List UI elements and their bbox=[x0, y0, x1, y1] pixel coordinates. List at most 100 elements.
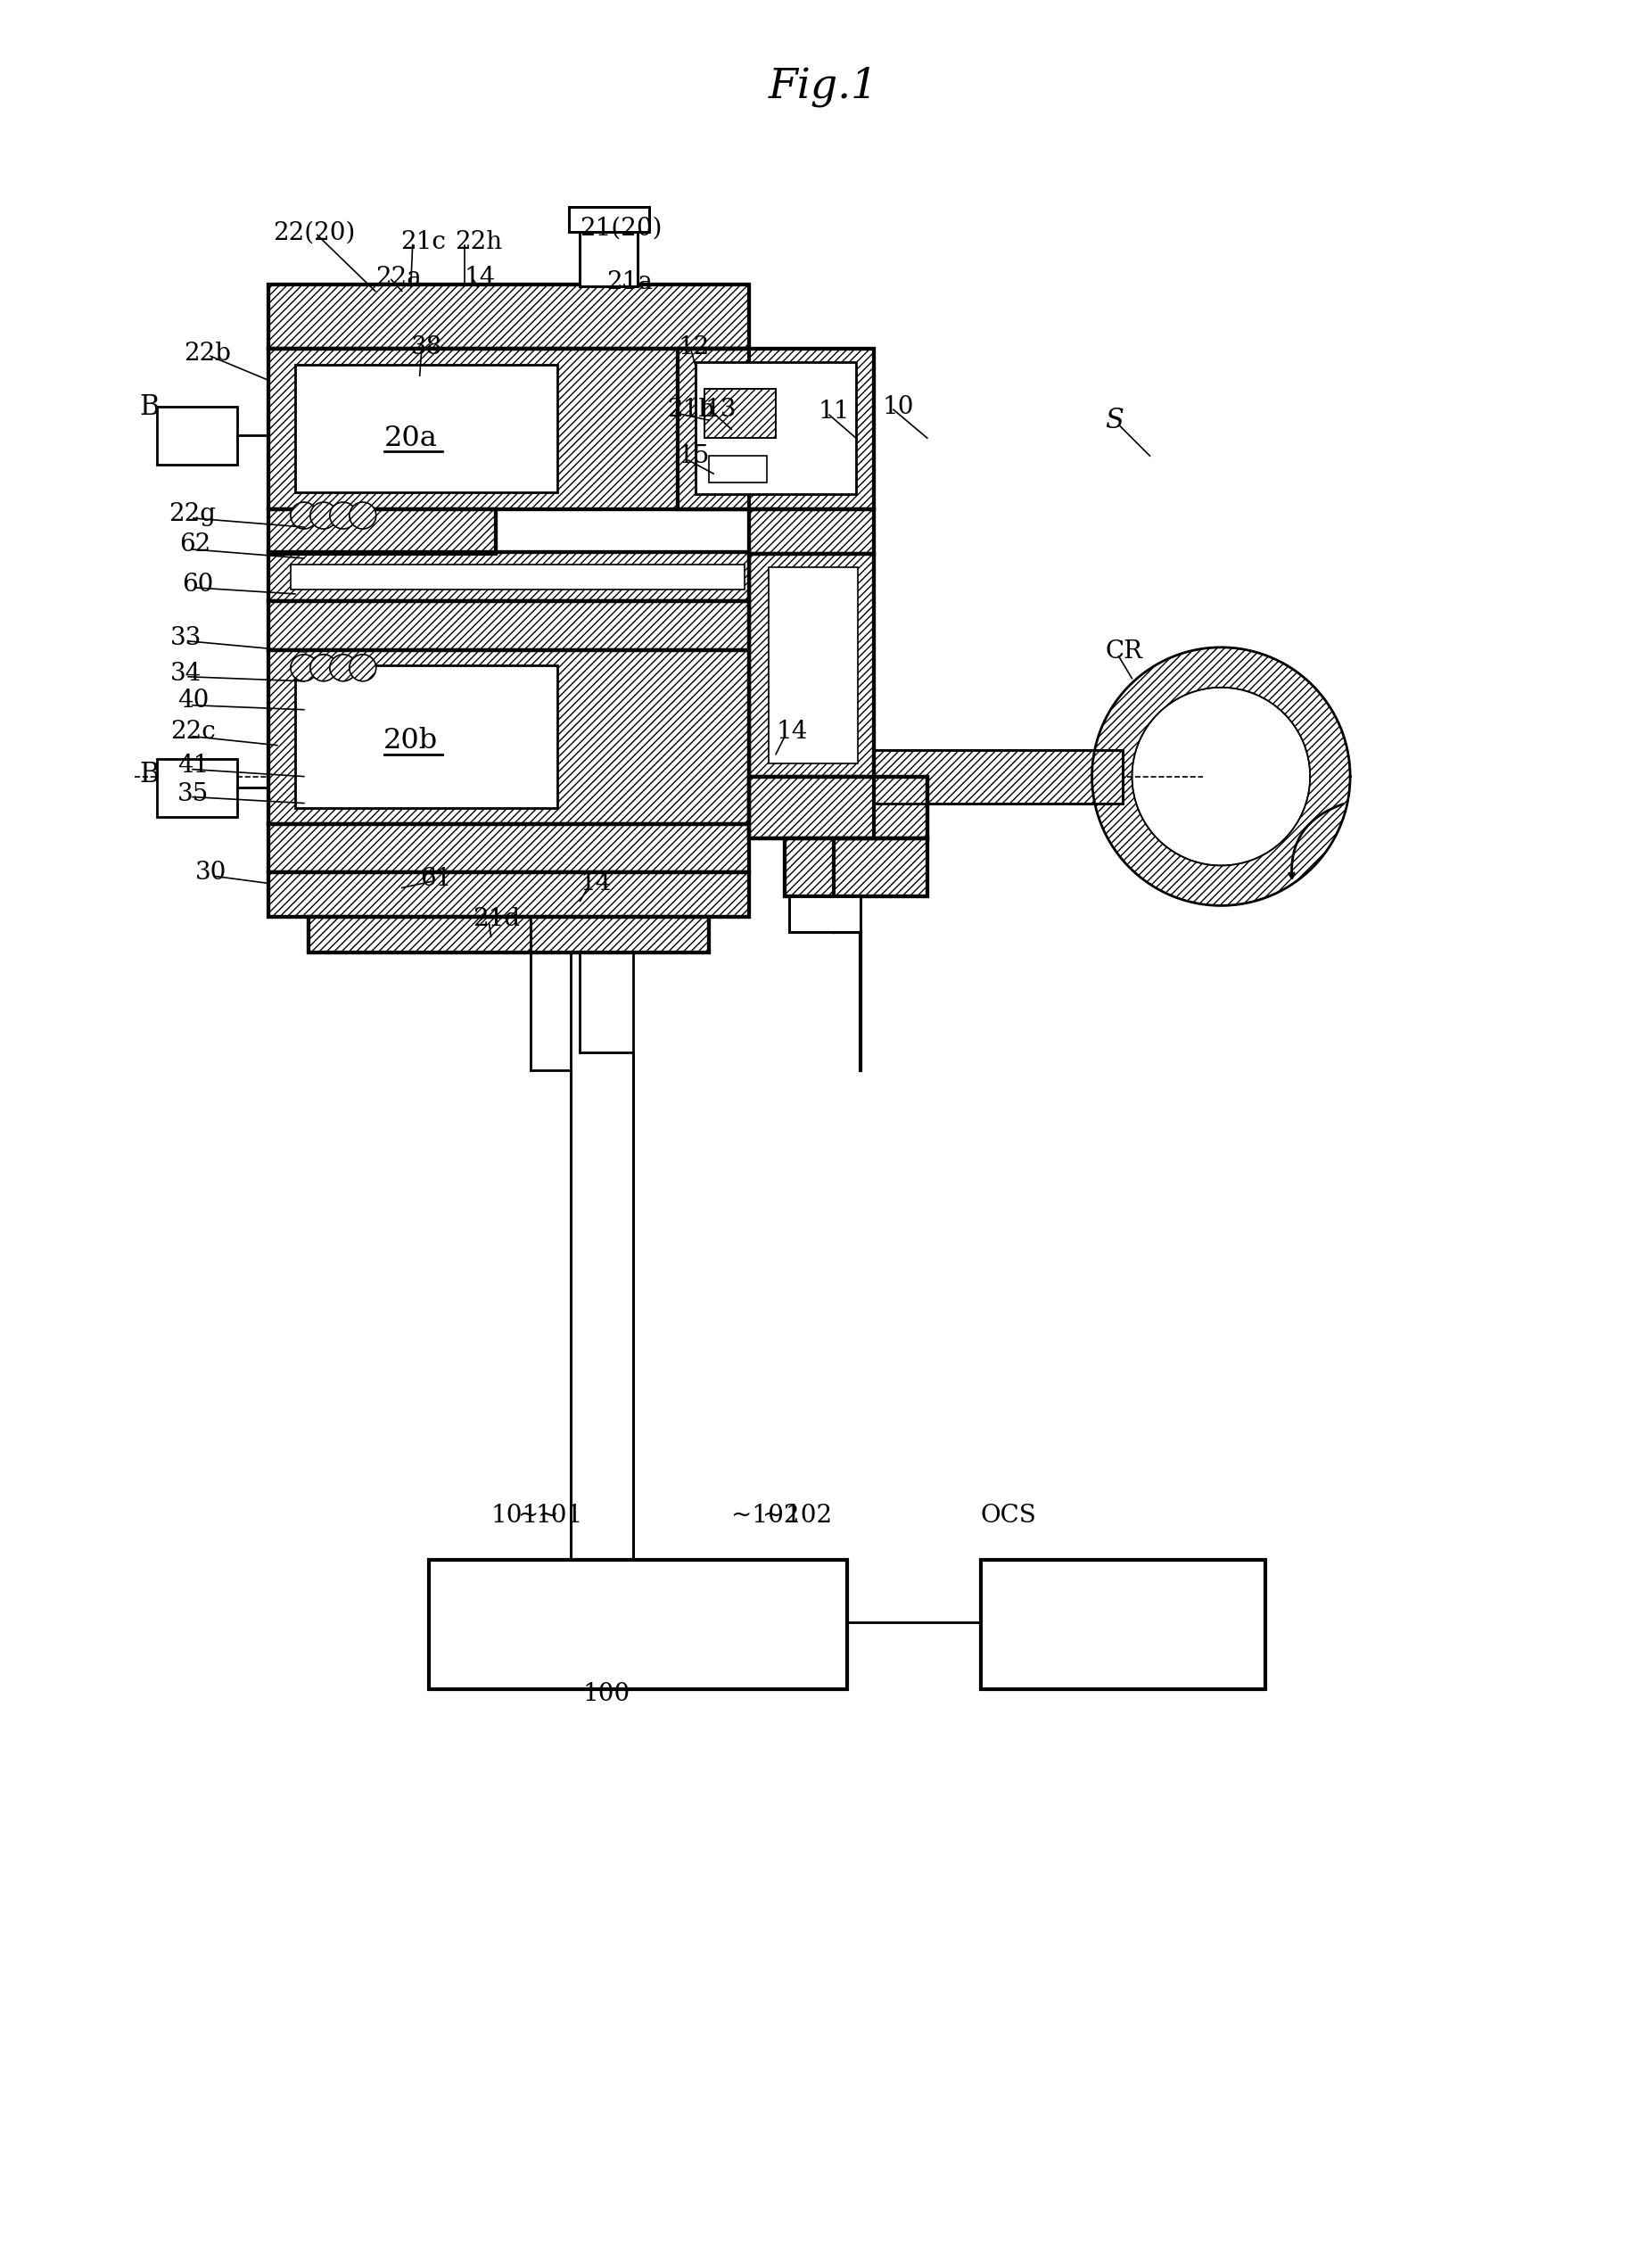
Bar bbox=[268, 510, 496, 553]
Text: CR: CR bbox=[1105, 640, 1143, 665]
Text: OCS: OCS bbox=[980, 1504, 1036, 1529]
Bar bbox=[268, 349, 749, 510]
Bar bbox=[789, 896, 860, 932]
Text: 22c: 22c bbox=[170, 719, 216, 744]
Circle shape bbox=[329, 501, 356, 528]
Bar bbox=[268, 651, 749, 823]
Text: 11: 11 bbox=[819, 399, 850, 424]
Bar bbox=[875, 751, 1123, 803]
Bar bbox=[769, 567, 858, 762]
Text: 21a: 21a bbox=[606, 270, 652, 295]
Circle shape bbox=[310, 655, 338, 680]
Bar bbox=[784, 839, 927, 896]
Bar bbox=[784, 839, 927, 896]
Text: 22h: 22h bbox=[455, 229, 502, 254]
Text: 40: 40 bbox=[178, 689, 209, 712]
Bar bbox=[570, 206, 649, 231]
Text: B: B bbox=[140, 760, 160, 789]
Text: 61: 61 bbox=[420, 866, 451, 891]
Text: 12: 12 bbox=[679, 336, 710, 358]
Text: 14: 14 bbox=[464, 265, 496, 290]
Bar bbox=[268, 286, 749, 349]
Bar bbox=[268, 551, 749, 601]
Text: 21d: 21d bbox=[473, 907, 520, 930]
Bar bbox=[679, 349, 875, 510]
Text: 21b: 21b bbox=[667, 397, 715, 422]
Bar bbox=[980, 1560, 1265, 1690]
Text: 13: 13 bbox=[705, 397, 736, 422]
Bar bbox=[156, 760, 237, 816]
Text: 21(20): 21(20) bbox=[580, 218, 662, 240]
Bar bbox=[705, 390, 776, 438]
Circle shape bbox=[290, 655, 318, 680]
Bar bbox=[749, 776, 927, 839]
Text: 14: 14 bbox=[776, 719, 807, 744]
Circle shape bbox=[349, 501, 376, 528]
Bar bbox=[749, 553, 875, 776]
Bar bbox=[268, 510, 496, 553]
Text: 20b: 20b bbox=[384, 728, 438, 755]
Bar bbox=[268, 601, 749, 651]
Bar bbox=[268, 873, 749, 916]
Text: ~: ~ bbox=[763, 1504, 784, 1529]
Bar bbox=[749, 776, 927, 839]
Circle shape bbox=[329, 655, 356, 680]
Text: 21c: 21c bbox=[400, 229, 445, 254]
Text: ~: ~ bbox=[517, 1504, 539, 1529]
Bar bbox=[156, 406, 237, 465]
Bar bbox=[268, 823, 749, 873]
Bar bbox=[268, 651, 749, 823]
Bar bbox=[268, 823, 749, 873]
Bar bbox=[268, 601, 749, 651]
Text: 34: 34 bbox=[170, 662, 203, 687]
Text: ~102: ~102 bbox=[731, 1504, 799, 1529]
Bar bbox=[749, 553, 875, 776]
Text: 100: 100 bbox=[583, 1681, 631, 1706]
Bar bbox=[789, 896, 860, 932]
Bar bbox=[428, 1560, 847, 1690]
Text: 62: 62 bbox=[180, 533, 211, 558]
Bar bbox=[268, 873, 749, 916]
Text: B: B bbox=[140, 392, 160, 422]
Bar bbox=[268, 551, 749, 601]
Bar bbox=[710, 456, 768, 483]
Bar bbox=[295, 365, 558, 492]
Text: 33: 33 bbox=[170, 626, 203, 651]
Bar bbox=[308, 916, 710, 953]
Bar bbox=[580, 229, 637, 286]
Text: 101: 101 bbox=[535, 1504, 583, 1529]
Circle shape bbox=[310, 501, 338, 528]
Bar bbox=[695, 363, 856, 494]
Bar bbox=[580, 229, 637, 286]
Text: 102: 102 bbox=[784, 1504, 832, 1529]
Bar bbox=[705, 390, 776, 438]
Text: Fig.1: Fig.1 bbox=[768, 66, 878, 107]
Bar bbox=[308, 916, 710, 953]
Text: 22b: 22b bbox=[184, 342, 231, 365]
Bar bbox=[749, 510, 875, 553]
Text: S: S bbox=[1105, 406, 1123, 433]
Bar bbox=[679, 349, 875, 510]
Text: 10: 10 bbox=[883, 395, 914, 420]
Bar bbox=[570, 206, 649, 231]
Text: 14: 14 bbox=[580, 871, 611, 896]
Text: 60: 60 bbox=[181, 574, 214, 596]
Text: 20a: 20a bbox=[384, 424, 438, 451]
Text: 22a: 22a bbox=[376, 265, 422, 290]
Bar bbox=[290, 565, 744, 590]
Bar bbox=[268, 349, 749, 510]
Text: 38: 38 bbox=[410, 336, 443, 358]
Text: 15: 15 bbox=[679, 445, 710, 467]
Text: 22g: 22g bbox=[168, 501, 216, 526]
Text: 41: 41 bbox=[178, 753, 209, 778]
Text: 30: 30 bbox=[196, 860, 227, 885]
Bar bbox=[295, 665, 558, 807]
Circle shape bbox=[290, 501, 318, 528]
Bar bbox=[268, 286, 749, 349]
Circle shape bbox=[349, 655, 376, 680]
Bar bbox=[875, 751, 1123, 803]
Bar bbox=[749, 510, 875, 553]
Text: 101~: 101~ bbox=[491, 1504, 560, 1529]
Text: 35: 35 bbox=[178, 782, 209, 807]
Text: 22(20): 22(20) bbox=[273, 222, 356, 245]
